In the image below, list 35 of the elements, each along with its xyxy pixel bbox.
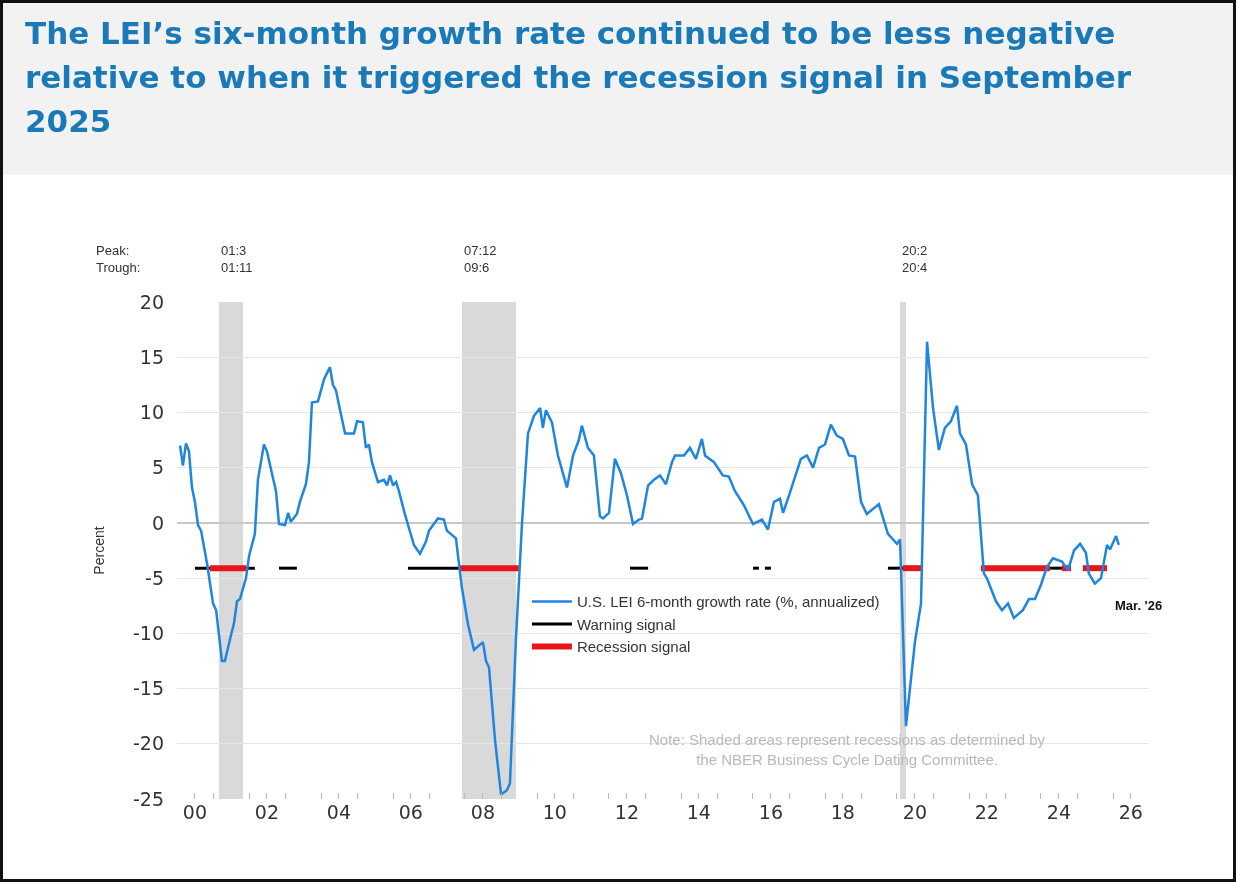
x-tick-label: 12 xyxy=(614,801,640,823)
y-tick-label: 10 xyxy=(139,401,164,424)
y-axis-title: Percent xyxy=(90,526,107,575)
x-tick-label: 02 xyxy=(254,801,279,823)
x-tick-label: 04 xyxy=(326,801,352,823)
y-tick-label: -10 xyxy=(132,621,164,644)
y-tick-label: 15 xyxy=(139,345,164,368)
x-tick-label: 24 xyxy=(1046,801,1072,823)
x-tick-label: 10 xyxy=(542,801,567,823)
y-tick-label: 20 xyxy=(139,290,164,313)
chart-title: The LEI’s six-month growth rate continued to be less negative relative to when it triggered the recession signal in September 2025 xyxy=(3,3,1233,175)
y-tick-label: -5 xyxy=(145,566,164,589)
x-tick-label: 26 xyxy=(1118,801,1143,823)
x-tick-label: 22 xyxy=(974,801,999,823)
y-tick-label: -25 xyxy=(132,787,164,810)
x-tick-label: 06 xyxy=(398,801,423,823)
annotation: Mar. '26 xyxy=(1115,598,1163,613)
x-tick-label: 16 xyxy=(758,801,784,823)
y-tick-label: 0 xyxy=(151,511,164,534)
y-tick-label: 5 xyxy=(151,456,164,479)
band-label: 01:3 01:11 xyxy=(221,243,253,275)
x-tick-label: 14 xyxy=(686,801,711,823)
legend-label: Recession signal xyxy=(576,638,691,656)
band-label: 07:12 09:6 xyxy=(464,243,497,275)
band-label: 20:2 20:4 xyxy=(902,243,928,275)
x-tick-label: 08 xyxy=(470,801,496,823)
legend-label: Warning signal xyxy=(576,615,676,633)
y-tick-label: -20 xyxy=(132,732,164,755)
legend-label: U.S. LEI 6-month growth rate (%, annualized) xyxy=(576,593,880,611)
x-tick-label: 00 xyxy=(182,801,208,823)
annotation: Note: Shaded areas represent recessions as determined by the NBER Business Cycle Dating Committee. xyxy=(649,731,1046,768)
text: Peak: Trough: xyxy=(96,243,141,275)
x-tick-label: 18 xyxy=(830,801,855,823)
y-tick-label: -15 xyxy=(132,677,164,700)
x-tick-label: 20 xyxy=(902,801,928,823)
